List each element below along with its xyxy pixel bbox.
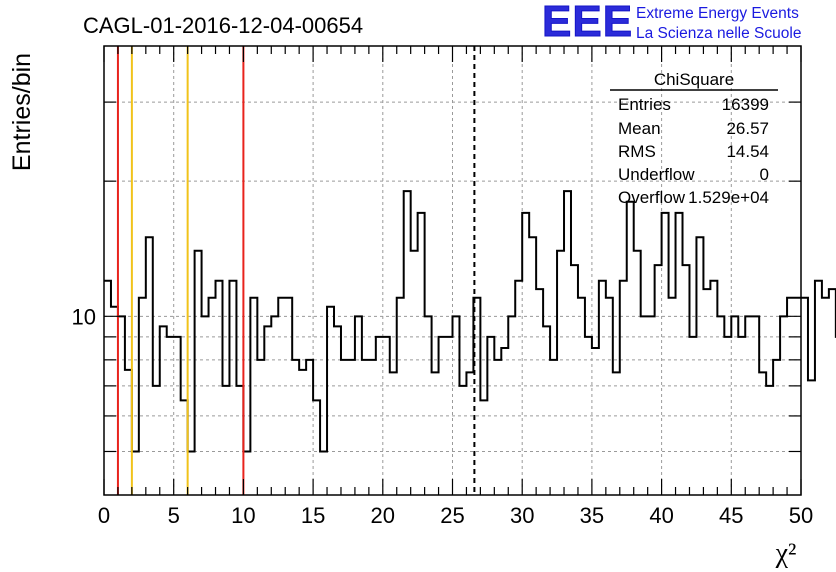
- x-tick-label: 20: [371, 503, 395, 528]
- stats-label-underflow: Underflow: [618, 165, 695, 184]
- histogram: [104, 190, 836, 453]
- x-axis-label: χ²: [775, 538, 797, 569]
- stats-value-underflow: 0: [760, 165, 769, 184]
- stats-box: ChiSquare Entries 16399 Mean 26.57 RMS 1…: [610, 70, 778, 207]
- y-tick-label: 10: [72, 304, 96, 329]
- eee-logo: EEE Extreme Energy Events La Scienza nel…: [541, 0, 832, 46]
- vertical-markers: [116, 46, 476, 495]
- x-tick-label: 5: [168, 503, 180, 528]
- chart-title: CAGL-01-2016-12-04-00654: [83, 13, 363, 38]
- histogram-line: [104, 190, 836, 453]
- stats-value-mean: 26.57: [726, 119, 769, 138]
- stats-title: ChiSquare: [654, 70, 734, 89]
- axis-ticks: 0 5 10 15 20 25 30 35 40 45 50 10: [72, 46, 813, 528]
- eee-logo-text: Extreme Energy Events La Scienza nelle S…: [636, 4, 801, 44]
- x-tick-label: 0: [98, 503, 110, 528]
- x-tick-label: 40: [649, 503, 673, 528]
- logo-line-1: Extreme Energy Events: [636, 5, 799, 22]
- x-tick-label: 45: [719, 503, 743, 528]
- stats-label-overflow: Overflow: [618, 188, 686, 207]
- stats-value-rms: 14.54: [726, 142, 769, 161]
- stats-label-entries: Entries: [618, 95, 671, 114]
- stats-value-entries: 16399: [722, 95, 769, 114]
- x-tick-label: 25: [440, 503, 464, 528]
- grid: [104, 46, 801, 495]
- x-tick-label: 35: [580, 503, 604, 528]
- stats-value-overflow: 1.529e+04: [688, 188, 769, 207]
- stats-label-rms: RMS: [618, 142, 656, 161]
- x-tick-label: 30: [510, 503, 534, 528]
- x-tick-label: 50: [789, 503, 813, 528]
- x-tick-label: 10: [231, 503, 255, 528]
- y-axis-label: Entries/bin: [8, 53, 36, 171]
- eee-logo-mark: EEE: [541, 0, 634, 46]
- x-tick-label: 15: [301, 503, 325, 528]
- stats-label-mean: Mean: [618, 119, 661, 138]
- logo-line-2: La Scienza nelle Scuole: [636, 25, 802, 42]
